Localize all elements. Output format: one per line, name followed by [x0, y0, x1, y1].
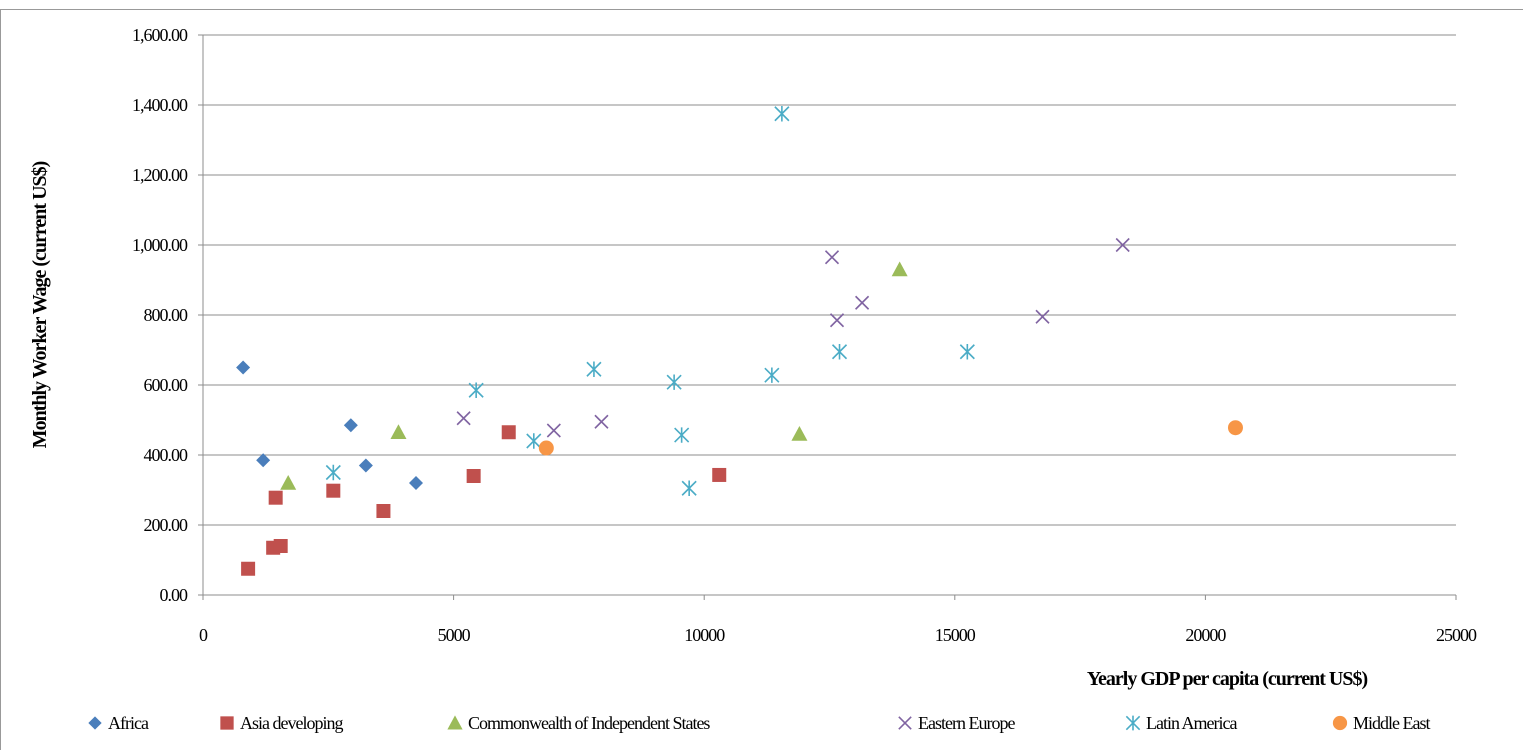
legend-label-eastern-europe: Eastern Europe [918, 713, 1015, 733]
point-latin-america [831, 344, 848, 360]
data-points [236, 106, 1243, 576]
point-commonwealth-of-independent-states [390, 424, 407, 440]
point-africa [236, 360, 251, 375]
point-middle-east [538, 440, 554, 456]
point-africa [343, 418, 358, 433]
x-tick-label: 5000 [438, 625, 471, 645]
point-latin-america [959, 344, 975, 360]
legend-item-latin-america: Latin America [1125, 713, 1238, 733]
point-asia-developing [326, 483, 341, 498]
gridlines [203, 34, 1456, 526]
y-tick-label: 800.00 [144, 305, 189, 325]
y-axis-title: Monthly Worker Wage (current US$) [29, 161, 51, 448]
point-eastern-europe [1115, 237, 1130, 253]
legend-label-middle-east: Middle East [1353, 713, 1430, 733]
legend-label-latin-america: Latin America [1146, 713, 1237, 733]
axes [198, 34, 1457, 600]
frame-top-border [0, 9, 1523, 10]
point-asia-developing [501, 425, 516, 440]
x-tick-label: 10000 [684, 625, 725, 645]
legend-marker-middle-east [1332, 715, 1348, 731]
point-africa [358, 458, 373, 473]
point-latin-america [325, 464, 341, 481]
point-latin-america [468, 382, 484, 398]
legend-label-asia-developing: Asia developing [240, 713, 343, 733]
point-asia-developing [466, 469, 481, 483]
point-eastern-europe [829, 313, 845, 328]
x-axis-title: Yearly GDP per capita (current US$) [1087, 668, 1368, 690]
point-latin-america [764, 367, 780, 383]
point-asia-developing [268, 490, 283, 505]
point-latin-america [674, 427, 690, 443]
y-tick-labels: 0.00 200.00 400.00 600.00 800.00 1,000.00 1,20… [132, 25, 189, 605]
y-tick-label: 1,400.00 [132, 95, 188, 115]
legend-item-middle-east: Middle East [1332, 713, 1431, 733]
point-latin-america [774, 106, 790, 122]
legend-label-commonwealth-of-independent-states: Commonwealth of Independent States [468, 713, 710, 733]
legend-marker-asia-developing [220, 716, 234, 730]
point-middle-east [1227, 420, 1243, 436]
point-eastern-europe [824, 250, 840, 265]
x-tick-label: 0 [199, 625, 208, 645]
point-eastern-europe [855, 295, 870, 310]
legend-marker-commonwealth-of-independent-states [447, 715, 463, 730]
legend-marker-africa [88, 716, 102, 730]
point-asia-developing [273, 539, 288, 553]
point-africa [409, 476, 424, 490]
x-tick-label: 20000 [1185, 625, 1226, 645]
y-tick-label: 400.00 [144, 445, 189, 465]
point-asia-developing [376, 504, 391, 518]
point-eastern-europe [594, 414, 609, 429]
legend-item-africa: Africa [88, 713, 150, 733]
point-asia-developing [241, 561, 256, 576]
legend-label-africa: Africa [108, 713, 149, 733]
point-latin-america [681, 480, 697, 496]
point-eastern-europe [1035, 309, 1050, 324]
point-latin-america [586, 361, 602, 377]
point-commonwealth-of-independent-states [891, 261, 908, 277]
legend-item-commonwealth-of-independent-states: Commonwealth of Independent States [447, 713, 711, 733]
y-tick-label: 0.00 [160, 585, 189, 605]
point-commonwealth-of-independent-states [280, 475, 297, 490]
point-eastern-europe [456, 411, 471, 426]
x-tick-labels: 0 5000 10000 15000 20000 25000 [199, 625, 1478, 645]
point-asia-developing [712, 467, 727, 482]
legend-marker-eastern-europe [898, 716, 912, 730]
point-africa [256, 453, 271, 468]
legend-item-eastern-europe: Eastern Europe [898, 713, 1016, 733]
point-commonwealth-of-independent-states [791, 426, 808, 441]
point-latin-america [526, 433, 542, 449]
x-tick-label: 15000 [935, 625, 976, 645]
point-eastern-europe [546, 423, 561, 438]
point-latin-america [666, 374, 682, 390]
y-tick-label: 1,600.00 [132, 25, 188, 45]
y-tick-label: 600.00 [144, 375, 189, 395]
legend-marker-latin-america [1125, 715, 1141, 731]
y-tick-label: 1,000.00 [132, 235, 188, 255]
x-tick-label: 25000 [1436, 625, 1477, 645]
y-tick-label: 200.00 [144, 515, 189, 535]
y-tick-label: 1,200.00 [132, 165, 188, 185]
legend-item-asia-developing: Asia developing [220, 713, 344, 733]
legend: Africa Asia developing Commonwealth of Ind… [88, 713, 1431, 733]
frame-left-border [0, 9, 1, 750]
